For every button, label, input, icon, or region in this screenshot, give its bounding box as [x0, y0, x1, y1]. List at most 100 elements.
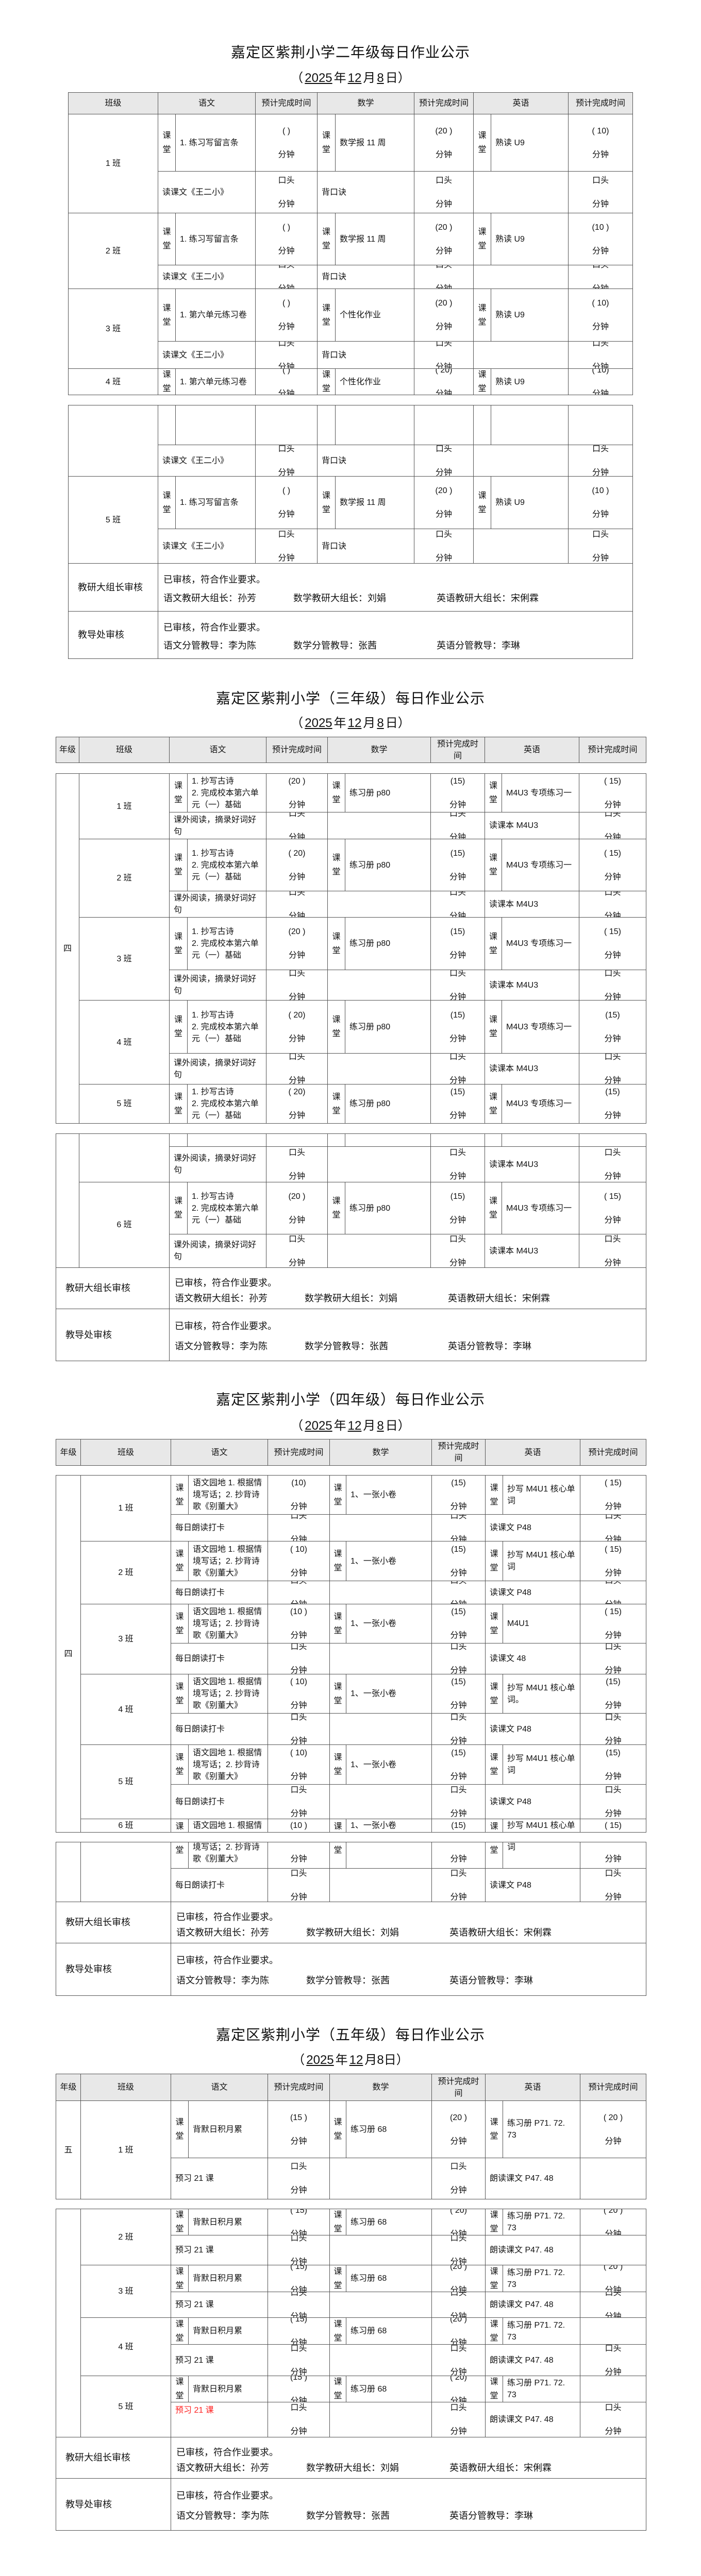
classroom-label: 课堂	[485, 2209, 503, 2235]
classroom-label: 课堂	[317, 289, 336, 342]
column-header: 数学	[317, 92, 414, 114]
text: 读课文 P48	[490, 1724, 531, 1734]
english-classwork-time: (15) 分钟	[579, 1000, 646, 1054]
time-value: 口头	[604, 1053, 621, 1061]
classroom-label-text: 课堂	[490, 1846, 498, 1855]
text: 练习册 P71. 72. 73	[507, 2119, 565, 2140]
text-content: 练习册 68	[350, 2273, 427, 2284]
column-header: 预计完成时间	[268, 1439, 330, 1466]
chinese-homework-time: 口头 分钟	[268, 1514, 330, 1541]
time-content: 口头 分钟	[432, 2345, 485, 2376]
empty-continuation-cell	[335, 405, 414, 445]
label-content: 课堂	[318, 129, 335, 157]
time-value: 口头	[435, 445, 452, 453]
time-content: (15) 分钟	[431, 775, 485, 811]
classroom-label-text: 课堂	[322, 228, 330, 250]
time-content: 口头 分钟	[268, 1869, 329, 1902]
chinese-classwork-time: ( 20) 分钟	[266, 1084, 328, 1124]
date-day: 8	[377, 71, 384, 85]
text-content: 读课文 P48	[490, 1587, 576, 1599]
english-homework-time	[580, 2158, 646, 2199]
text: 1、一张小卷	[350, 1619, 396, 1628]
text-content: 课外阅读，摘录好词好句	[174, 1239, 262, 1263]
label-content: 课堂	[318, 225, 335, 253]
date-day-suffix: 日	[385, 1419, 398, 1433]
text-content: 读课文 P48	[490, 1796, 576, 1808]
math-homework-time: 口头 分钟	[431, 1514, 486, 1541]
chinese-classwork: 语文园地 1. 根据情境写话；2. 抄背诗歌《别董大》	[188, 1674, 268, 1714]
text: 课外阅读，摘录好词好句	[174, 975, 257, 995]
time-value: 口头	[450, 1785, 467, 1794]
classroom-label: 课堂	[473, 114, 491, 172]
review-content-cell: 已审核，符合作业要求。 语文分管教导：李为陈 数学分管教导：张茜 英语分管教导：李琳	[169, 1309, 646, 1361]
time-content: 口头 分钟	[268, 1643, 329, 1674]
chinese-homework: 每日朗读打卡	[171, 1868, 268, 1902]
math-classwork-time: (15) 分钟	[430, 1182, 485, 1234]
classroom-label-text: 课堂	[333, 2211, 342, 2233]
time-unit: 分钟	[290, 2312, 307, 2318]
grade-label: 四	[63, 944, 72, 953]
text-content: 语文园地 1. 根据情境写话；2. 抄背诗歌《别董大》	[193, 1819, 263, 1832]
chinese-homework: 读课文《王二小》	[158, 171, 256, 213]
math-homework: 背口诀	[317, 265, 414, 289]
english-classwork-time: ( 15) 分钟	[580, 1475, 646, 1515]
text-content: 背默日积月累	[193, 2216, 263, 2228]
english-homework-time: 口头 分钟	[580, 1514, 646, 1541]
time-unit: 分钟	[278, 362, 295, 369]
label-content: 课堂	[486, 1842, 503, 1868]
chinese-classwork: 1. 抄写古诗 2. 完成校本第六单元（一）基础	[187, 773, 266, 812]
text-content: 练习册 68	[350, 2216, 427, 2228]
time-unit: 分钟	[288, 872, 305, 882]
time-unit: 分钟	[288, 1111, 305, 1120]
column-header: 英语	[473, 92, 569, 114]
label-content: 课堂	[486, 1481, 503, 1509]
text-content: 1、一张小卷	[350, 1842, 427, 1868]
chinese-classwork-time: ( 10) 分钟	[268, 1541, 330, 1581]
chinese-classwork-time: (10 )分钟	[268, 1842, 330, 1869]
classroom-label-text: 课堂	[175, 1753, 184, 1776]
text: 数学报 11 周	[340, 234, 386, 244]
reviewer-name: 数学分管教导：张茜	[293, 640, 377, 651]
time-value: (20 )	[288, 927, 306, 936]
time-unit: 分钟	[450, 2427, 467, 2436]
english-classwork: 熟读 U9	[491, 289, 569, 342]
text: 读课本 M4U3	[489, 980, 539, 990]
time-value: 口头	[450, 2292, 467, 2297]
time-content: 口头 分钟	[256, 342, 317, 369]
english-classwork-time: (10 ) 分钟	[568, 213, 633, 265]
classroom-label-text: 课堂	[490, 1682, 498, 1705]
time-value: 口头	[290, 2344, 307, 2353]
header-label: 语文	[211, 2083, 228, 2092]
time-value: (20 )	[450, 2265, 467, 2271]
class-cell: 1 班	[68, 114, 158, 213]
english-homework: 读课本 M4U3	[485, 1146, 579, 1182]
column-header: 班级	[80, 2074, 171, 2101]
classroom-label: 课堂	[158, 213, 176, 265]
text: 预习 21 课	[175, 2406, 214, 2415]
text-content: 读课文 P48	[490, 1522, 576, 1534]
date-close: ）	[396, 2053, 409, 2067]
text: 练习册 p80	[349, 1022, 391, 1031]
class-cell: 3 班	[79, 917, 170, 1001]
review-status: 已审核，符合作业要求。	[176, 1912, 278, 1922]
review-label: 教导处审核	[65, 2499, 112, 2510]
text: 数学报 11 周	[340, 498, 386, 507]
time-content: (15) 分钟	[431, 1009, 485, 1045]
time-content: (10 )分钟	[268, 1819, 329, 1832]
text: 读课文 48	[490, 1654, 526, 1663]
label-content: 课堂	[171, 1751, 188, 1778]
english-classwork: 熟读 U9	[491, 476, 569, 529]
time-value: (15)	[450, 1088, 465, 1096]
time-content: 口头 分钟	[268, 1785, 329, 1819]
time-content: ( 15) 分钟	[579, 775, 646, 811]
math-homework-time: 口头 分钟	[431, 1784, 486, 1819]
chinese-classwork: 1. 练习写留言条	[175, 476, 256, 529]
text: 练习册 68	[350, 2274, 387, 2283]
text: 朗读课文 P47. 48	[490, 2415, 554, 2424]
english-homework-time: 口头 分钟	[580, 2292, 646, 2318]
chinese-classwork-time: (20 ) 分钟	[266, 773, 328, 812]
time-unit: 分钟	[290, 2367, 307, 2376]
time-unit: 分钟	[449, 800, 466, 809]
text-content: 熟读 U9	[495, 233, 564, 245]
